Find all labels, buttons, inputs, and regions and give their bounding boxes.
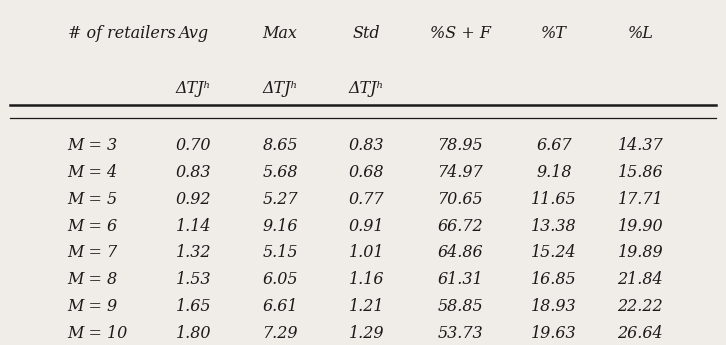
Text: 13.38: 13.38 — [531, 218, 576, 235]
Text: 58.85: 58.85 — [438, 298, 483, 315]
Text: M = 6: M = 6 — [68, 218, 118, 235]
Text: 9.16: 9.16 — [262, 218, 298, 235]
Text: Max: Max — [263, 26, 298, 42]
Text: 7.29: 7.29 — [262, 325, 298, 342]
Text: 0.83: 0.83 — [176, 164, 211, 181]
Text: 0.77: 0.77 — [349, 191, 384, 208]
Text: 1.14: 1.14 — [176, 218, 211, 235]
Text: 22.22: 22.22 — [618, 298, 663, 315]
Text: %S + F: %S + F — [430, 26, 491, 42]
Text: M = 10: M = 10 — [68, 325, 128, 342]
Text: 9.18: 9.18 — [537, 164, 571, 181]
Text: 70.65: 70.65 — [438, 191, 483, 208]
Text: 66.72: 66.72 — [438, 218, 483, 235]
Text: M = 7: M = 7 — [68, 245, 118, 262]
Text: 26.64: 26.64 — [618, 325, 663, 342]
Text: M = 8: M = 8 — [68, 271, 118, 288]
Text: 1.80: 1.80 — [176, 325, 211, 342]
Text: 5.68: 5.68 — [262, 164, 298, 181]
Text: 11.65: 11.65 — [531, 191, 576, 208]
Text: 8.65: 8.65 — [262, 137, 298, 154]
Text: Std: Std — [353, 26, 380, 42]
Text: 1.53: 1.53 — [176, 271, 211, 288]
Text: 5.15: 5.15 — [262, 245, 298, 262]
Text: M = 4: M = 4 — [68, 164, 118, 181]
Text: 6.61: 6.61 — [262, 298, 298, 315]
Text: 5.27: 5.27 — [262, 191, 298, 208]
Text: 1.16: 1.16 — [349, 271, 384, 288]
Text: 61.31: 61.31 — [438, 271, 483, 288]
Text: 1.65: 1.65 — [176, 298, 211, 315]
Text: 15.24: 15.24 — [531, 245, 576, 262]
Text: 1.29: 1.29 — [349, 325, 384, 342]
Text: ΔTJʰ: ΔTJʰ — [349, 80, 384, 97]
Text: 6.67: 6.67 — [537, 137, 571, 154]
Text: 15.86: 15.86 — [618, 164, 663, 181]
Text: 16.85: 16.85 — [531, 271, 576, 288]
Text: 19.90: 19.90 — [618, 218, 663, 235]
Text: 6.05: 6.05 — [262, 271, 298, 288]
Text: M = 5: M = 5 — [68, 191, 118, 208]
Text: # of retailers: # of retailers — [68, 26, 176, 42]
Text: 1.21: 1.21 — [349, 298, 384, 315]
Text: 53.73: 53.73 — [438, 325, 483, 342]
Text: ΔTJʰ: ΔTJʰ — [263, 80, 298, 97]
Text: 74.97: 74.97 — [438, 164, 483, 181]
Text: 78.95: 78.95 — [438, 137, 483, 154]
Text: M = 3: M = 3 — [68, 137, 118, 154]
Text: 19.63: 19.63 — [531, 325, 576, 342]
Text: 1.32: 1.32 — [176, 245, 211, 262]
Text: 0.83: 0.83 — [349, 137, 384, 154]
Text: %L: %L — [627, 26, 653, 42]
Text: Avg: Avg — [179, 26, 209, 42]
Text: M = 9: M = 9 — [68, 298, 118, 315]
Text: 17.71: 17.71 — [618, 191, 663, 208]
Text: 21.84: 21.84 — [618, 271, 663, 288]
Text: 0.68: 0.68 — [349, 164, 384, 181]
Text: 19.89: 19.89 — [618, 245, 663, 262]
Text: 0.91: 0.91 — [349, 218, 384, 235]
Text: %T: %T — [541, 26, 567, 42]
Text: 0.70: 0.70 — [176, 137, 211, 154]
Text: ΔTJʰ: ΔTJʰ — [176, 80, 211, 97]
Text: 14.37: 14.37 — [618, 137, 663, 154]
Text: 18.93: 18.93 — [531, 298, 576, 315]
Text: 0.92: 0.92 — [176, 191, 211, 208]
Text: 1.01: 1.01 — [349, 245, 384, 262]
Text: 64.86: 64.86 — [438, 245, 483, 262]
